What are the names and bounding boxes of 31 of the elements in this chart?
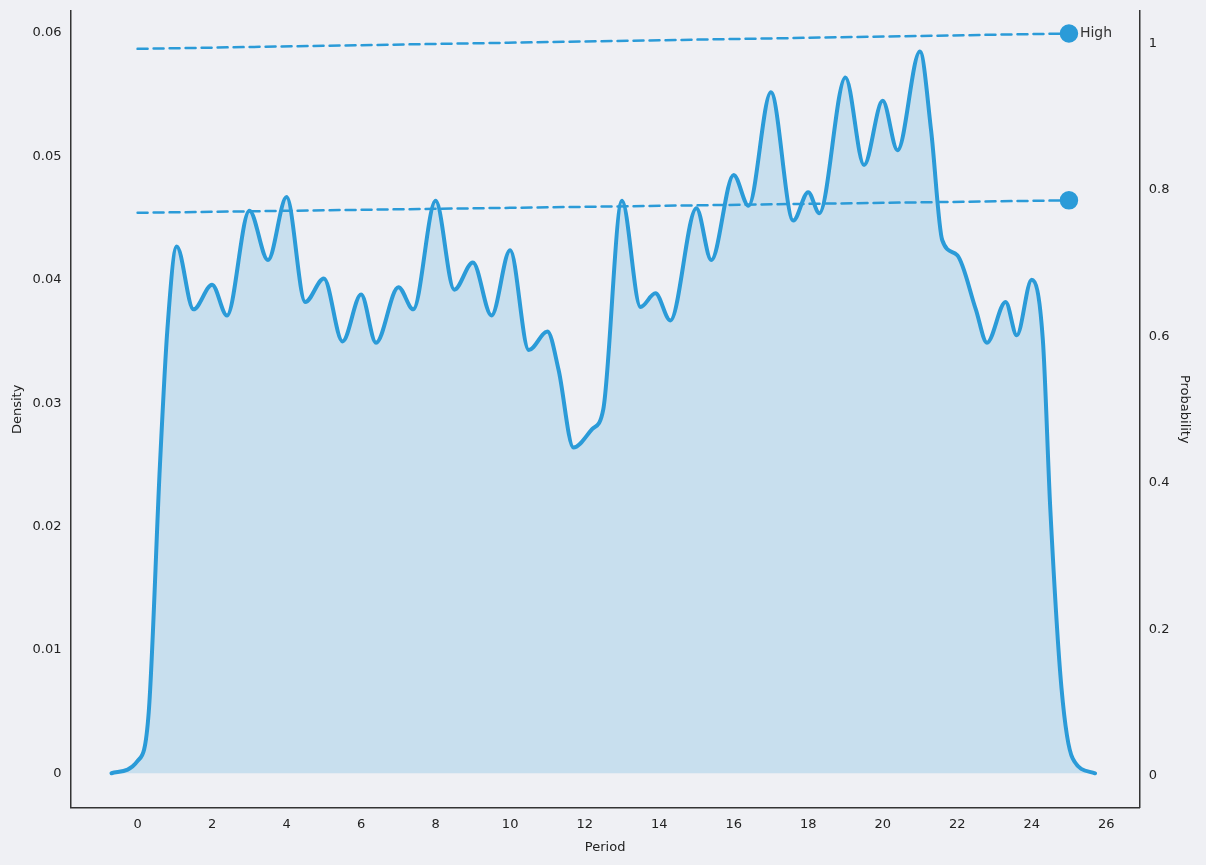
x-tick-label: 4 bbox=[282, 815, 291, 831]
y-tick-label: 0.04 bbox=[32, 271, 62, 287]
x-tick-label: 22 bbox=[948, 815, 966, 831]
y2-axis-title: Probability bbox=[1177, 374, 1193, 444]
x-tick-label: 16 bbox=[725, 815, 742, 831]
y-tick-label: 0.01 bbox=[32, 641, 62, 657]
y-tick-label: 0 bbox=[53, 764, 62, 780]
x-tick-label: 24 bbox=[1023, 815, 1040, 831]
x-tick-label: 10 bbox=[501, 815, 519, 831]
x-tick-label: 2 bbox=[207, 815, 217, 831]
y-tick-label: 0.05 bbox=[32, 147, 62, 163]
y2-tick-label: 0.2 bbox=[1148, 620, 1170, 636]
series-label: High bbox=[1079, 24, 1113, 41]
x-tick-label: 12 bbox=[576, 815, 593, 831]
y2-tick-label: 0.6 bbox=[1148, 327, 1170, 343]
y2-tick-label: 0.8 bbox=[1148, 181, 1170, 197]
y-axis-title: Density bbox=[9, 384, 25, 435]
y-tick-label: 0.03 bbox=[32, 394, 62, 410]
x-tick-label: 0 bbox=[133, 815, 142, 831]
y2-tick-label: 1 bbox=[1148, 35, 1158, 51]
x-tick-label: 18 bbox=[799, 815, 817, 831]
y2-tick-label: 0 bbox=[1148, 766, 1158, 782]
x-tick-label: 8 bbox=[431, 815, 440, 831]
x-tick-label: 20 bbox=[874, 815, 891, 831]
x-tick-label: 14 bbox=[650, 815, 668, 831]
y-tick-label: 0.02 bbox=[32, 517, 62, 533]
y2-tick-label: 0.4 bbox=[1148, 474, 1170, 490]
x-tick-label: 26 bbox=[1097, 815, 1115, 831]
x-tick-label: 6 bbox=[356, 815, 366, 831]
y-tick-label: 0.06 bbox=[32, 24, 62, 40]
x-axis-title: Period bbox=[584, 838, 626, 854]
